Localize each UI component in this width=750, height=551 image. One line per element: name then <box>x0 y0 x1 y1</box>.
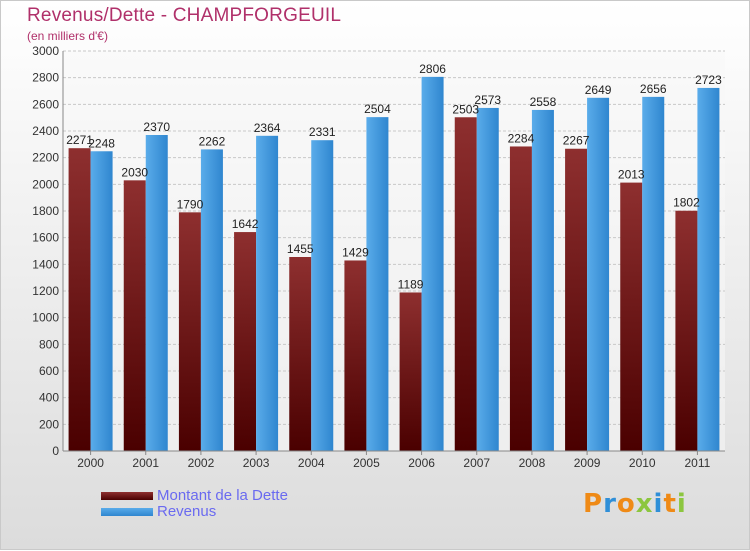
data-label-dette: 1429 <box>342 245 369 259</box>
y-tick-label: 2400 <box>32 124 59 138</box>
bar-revenus <box>697 87 720 451</box>
bar-dette <box>68 148 91 451</box>
bar-dette <box>454 117 477 452</box>
x-tick-label: 2009 <box>574 456 601 470</box>
data-label-revenus: 2656 <box>640 82 667 96</box>
y-tick-label: 400 <box>39 391 59 405</box>
data-label-dette: 2284 <box>508 131 535 145</box>
x-tick-label: 2008 <box>519 456 546 470</box>
bar-revenus <box>200 149 223 451</box>
bar-revenus <box>531 109 554 451</box>
x-tick-label: 2001 <box>132 456 159 470</box>
data-label-dette: 2267 <box>563 134 590 148</box>
logo-letter: t <box>663 489 677 519</box>
data-label-revenus: 2262 <box>199 134 226 148</box>
bar-revenus <box>476 107 499 451</box>
y-tick-label: 1600 <box>32 231 59 245</box>
x-tick-label: 2010 <box>629 456 656 470</box>
bar-dette <box>178 212 201 451</box>
data-label-dette: 1455 <box>287 242 314 256</box>
data-label-dette: 1642 <box>232 217 259 231</box>
bar-revenus <box>256 135 279 452</box>
data-label-revenus: 2248 <box>88 136 115 150</box>
data-label-revenus: 2649 <box>585 83 612 97</box>
data-label-revenus: 2558 <box>530 95 557 109</box>
bar-revenus <box>642 96 665 451</box>
y-tick-label: 2800 <box>32 71 59 85</box>
x-tick-label: 2004 <box>298 456 325 470</box>
data-label-dette: 1802 <box>673 196 700 210</box>
data-label-dette: 1189 <box>398 277 424 291</box>
logo-letter: r <box>603 489 617 519</box>
bar-dette <box>509 146 532 451</box>
legend-label-revenus: Revenus <box>157 503 217 520</box>
y-tick-label: 600 <box>39 364 59 378</box>
bar-revenus <box>311 140 334 451</box>
data-label-revenus: 2331 <box>309 125 336 139</box>
bar-revenus <box>145 135 168 451</box>
bar-dette <box>234 232 257 451</box>
data-label-dette: 1790 <box>177 197 204 211</box>
bar-dette <box>123 180 146 452</box>
data-label-revenus: 2364 <box>254 121 281 135</box>
chart-title: Revenus/Dette - CHAMPFORGEUIL <box>27 5 342 26</box>
x-tick-label: 2000 <box>77 456 104 470</box>
bar-dette <box>675 210 698 451</box>
chart-subtitle: (en milliers d'€) <box>27 29 108 43</box>
x-tick-label: 2002 <box>188 456 215 470</box>
legend-swatch-dette <box>101 492 153 500</box>
bar-revenus <box>587 97 610 452</box>
data-label-revenus: 2504 <box>364 102 391 116</box>
x-tick-label: 2006 <box>408 456 435 470</box>
data-label-dette: 2030 <box>121 165 148 179</box>
bar-dette <box>565 148 588 451</box>
data-label-revenus: 2573 <box>474 93 501 107</box>
legend-swatch-revenus <box>101 508 153 516</box>
bar-dette <box>399 292 422 451</box>
y-tick-label: 0 <box>52 444 59 458</box>
y-tick-label: 2600 <box>32 97 59 111</box>
y-tick-label: 1400 <box>32 257 59 271</box>
data-label-dette: 2271 <box>66 133 93 147</box>
bar-dette <box>620 182 643 451</box>
x-tick-label: 2007 <box>463 456 490 470</box>
logo-letter: x <box>635 489 654 519</box>
proxiti-logo: Proxiti <box>583 489 687 519</box>
data-label-dette: 2013 <box>618 168 645 182</box>
y-tick-label: 2000 <box>32 177 59 191</box>
y-tick-label: 200 <box>39 417 59 431</box>
bar-revenus <box>90 151 113 451</box>
x-tick-label: 2005 <box>353 456 380 470</box>
logo-letter: i <box>653 489 664 519</box>
y-tick-label: 800 <box>39 337 59 351</box>
logo-letter: P <box>583 489 604 519</box>
x-tick-label: 2003 <box>243 456 270 470</box>
y-tick-label: 1200 <box>32 284 59 298</box>
y-tick-label: 1000 <box>32 311 59 325</box>
y-tick-label: 3000 <box>32 44 59 58</box>
data-label-revenus: 2370 <box>143 120 170 134</box>
logo-letter: o <box>616 489 636 519</box>
bar-revenus <box>366 117 389 451</box>
x-tick-label: 2011 <box>685 456 711 470</box>
y-tick-label: 1800 <box>32 204 59 218</box>
legend-label-dette: Montant de la Dette <box>157 487 288 504</box>
data-label-revenus: 2806 <box>419 62 446 76</box>
logo-letter: i <box>676 489 687 519</box>
bar-revenus <box>421 76 444 451</box>
bar-dette <box>289 257 312 451</box>
data-label-dette: 2503 <box>452 102 479 116</box>
y-tick-label: 2200 <box>32 151 59 165</box>
plot-area <box>63 51 725 451</box>
data-label-revenus: 2723 <box>695 73 722 87</box>
bar-dette <box>344 260 367 451</box>
